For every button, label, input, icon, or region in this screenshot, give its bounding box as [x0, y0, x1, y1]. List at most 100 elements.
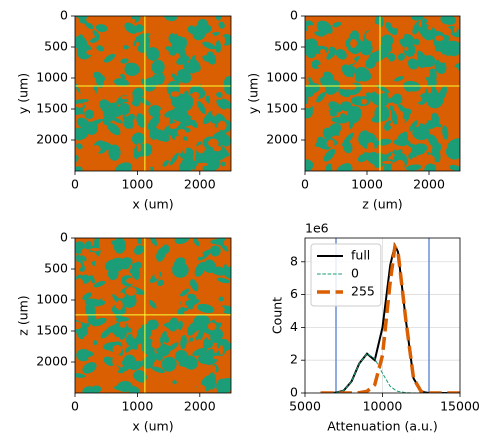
- image-phase: [224, 266, 231, 279]
- image-phase: [220, 35, 226, 46]
- image-phase: [379, 145, 391, 155]
- image-phase: [171, 93, 188, 109]
- image-phase: [218, 296, 224, 302]
- image-phase: [316, 92, 326, 103]
- image-phase: [205, 95, 211, 104]
- y-axis-label: y (um): [16, 73, 31, 114]
- image-phase: [124, 345, 133, 353]
- image-phase: [169, 110, 176, 125]
- x-tick-label: 1000: [351, 177, 383, 192]
- image-phase: [305, 39, 311, 50]
- image-phase: [76, 143, 83, 150]
- image-phase: [135, 33, 151, 40]
- image-phase: [224, 85, 231, 95]
- image-phase: [219, 344, 224, 356]
- image-phase: [92, 30, 100, 39]
- image-phase: [136, 238, 142, 245]
- image-phase: [412, 38, 420, 46]
- image-phase: [317, 16, 323, 21]
- image-phase: [216, 99, 227, 110]
- image-phase: [75, 321, 82, 330]
- image-phase: [209, 155, 221, 170]
- image-phase: [421, 66, 430, 74]
- y-axis-label: y (um): [246, 73, 261, 114]
- image-phase: [112, 356, 118, 366]
- legend-label: full: [351, 248, 370, 263]
- image-phase: [151, 366, 165, 373]
- image-phase: [426, 120, 443, 128]
- image-phase: [325, 33, 334, 43]
- data-line: [320, 242, 460, 393]
- image-phase: [142, 164, 151, 171]
- image-phase: [177, 68, 192, 84]
- image-phase: [208, 138, 219, 148]
- image-phase: [141, 324, 153, 332]
- image-phase: [75, 373, 86, 378]
- image-phase: [119, 321, 127, 328]
- image-phase: [442, 33, 451, 40]
- image-phase: [125, 286, 137, 296]
- image-phase: [212, 125, 216, 133]
- plot-area: [75, 238, 231, 393]
- image-phase: [386, 96, 401, 103]
- image-phase: [115, 162, 133, 171]
- image-phase: [207, 322, 217, 331]
- image-phase: [75, 285, 80, 295]
- image-phase: [311, 45, 329, 55]
- image-phase: [348, 25, 353, 34]
- image-phase: [123, 119, 134, 129]
- image-phase: [147, 115, 161, 131]
- image-phase: [216, 338, 229, 350]
- image-phase: [76, 261, 82, 270]
- image-phase: [148, 300, 157, 309]
- x-tick-label: 0: [71, 399, 79, 414]
- image-phase: [191, 246, 202, 250]
- image-phase: [211, 365, 217, 374]
- image-phase: [108, 144, 121, 161]
- image-phase: [120, 96, 128, 100]
- image-phase: [136, 157, 141, 167]
- image-phase: [118, 103, 131, 116]
- image-phase: [135, 24, 144, 33]
- image-phase: [177, 128, 186, 137]
- image-phase: [406, 91, 415, 99]
- y-tick-label: 1000: [36, 70, 68, 85]
- image-phase: [93, 340, 98, 346]
- image-phase: [75, 92, 79, 99]
- image-phase: [305, 62, 313, 72]
- image-phase: [136, 113, 146, 128]
- image-phase: [209, 245, 221, 257]
- subplot: 1e6 full 0 255 5000 10000 15000 0 2 4 6 8 Attenuatio…: [270, 221, 480, 434]
- image-phase: [98, 375, 107, 380]
- image-phase: [335, 48, 347, 60]
- image-phase: [190, 279, 199, 292]
- image-phase: [331, 117, 348, 124]
- x-tick-label: 2000: [184, 177, 216, 192]
- image-phase: [316, 20, 333, 36]
- image-phase: [212, 266, 225, 275]
- image-phase: [427, 85, 432, 94]
- offset-label: 1e6: [305, 221, 329, 236]
- image-phase: [198, 328, 204, 340]
- image-phase: [167, 320, 178, 332]
- image-phase: [389, 122, 395, 127]
- image-phase: [159, 109, 164, 115]
- image-phase: [147, 372, 153, 376]
- legend-label: 0: [351, 266, 359, 281]
- y-tick-label: 4: [290, 319, 298, 334]
- image-phase: [162, 160, 169, 167]
- x-tick-label: 15000: [440, 399, 480, 414]
- image-phase: [212, 145, 222, 152]
- image-phase: [85, 303, 96, 317]
- image-phase: [137, 41, 150, 53]
- legend-label: 255: [351, 284, 375, 299]
- image-phase: [174, 349, 189, 363]
- image-phase: [440, 16, 457, 25]
- image-phase: [394, 76, 405, 82]
- image-phase: [432, 51, 443, 56]
- image-phase: [383, 92, 389, 100]
- image-phase: [350, 38, 358, 48]
- image-phase: [180, 288, 190, 297]
- image-phase: [419, 123, 429, 131]
